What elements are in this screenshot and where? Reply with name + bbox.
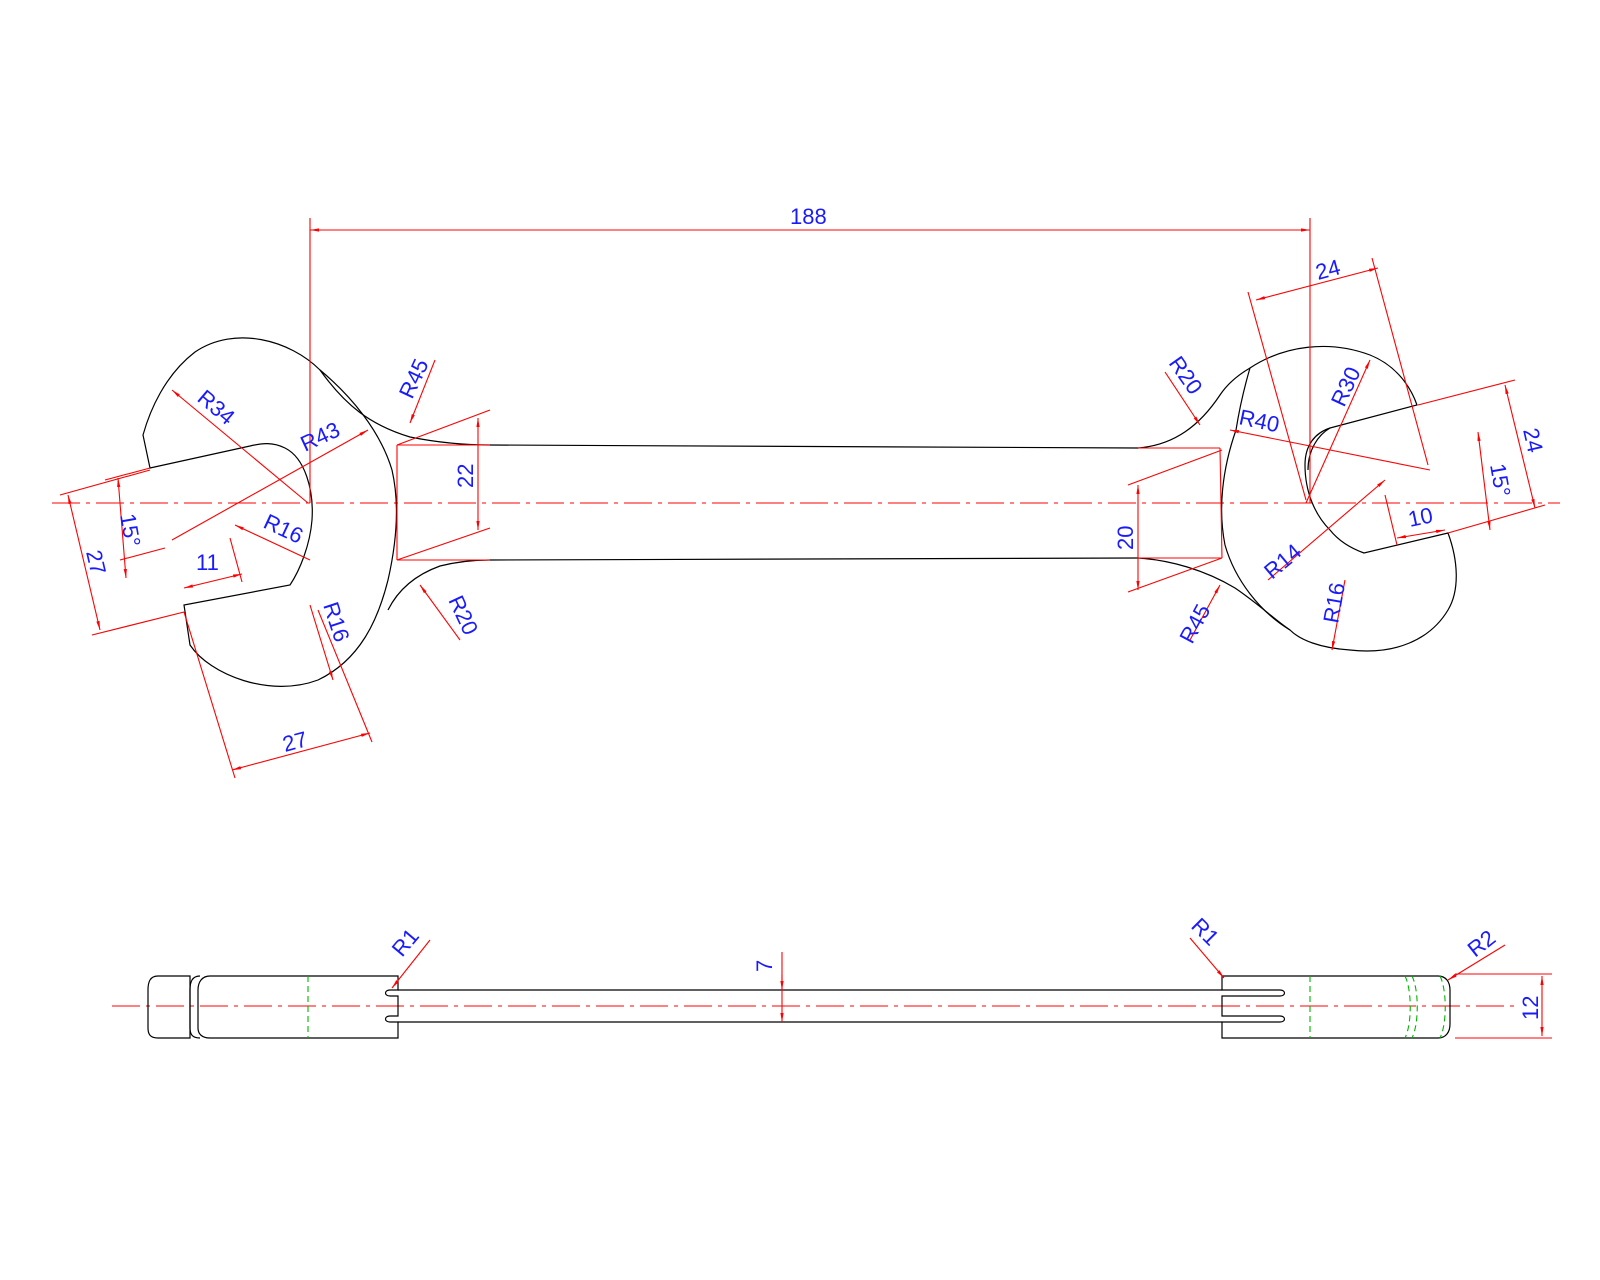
left-neck-top-fillet [319, 369, 491, 446]
right-h24-ext-a [1417, 379, 1516, 406]
side-r1-right-leader [1189, 937, 1225, 979]
left-r43-leader [171, 429, 369, 541]
dim-20-ext-bottom [1127, 557, 1223, 593]
side-left-head-mid [189, 975, 201, 1039]
left-27v-line [67, 494, 101, 631]
right-r16-text: R16 [1318, 581, 1350, 625]
left-27v-ext-top [59, 469, 151, 496]
left-r16-leader [234, 524, 311, 561]
left-r34-leader [171, 389, 309, 504]
right-h24-text: 24 [1518, 426, 1548, 455]
side-right-head [1221, 975, 1451, 1039]
handle-bottom-edge [489, 557, 1139, 561]
right-r45-text: R45 [1174, 600, 1215, 647]
left-11-text: 11 [196, 550, 219, 575]
right-r14-leader [1267, 479, 1386, 581]
side-r2-text: R2 [1463, 925, 1501, 962]
side-r1-left-leader [391, 939, 431, 989]
left-r34-text: R34 [193, 385, 240, 430]
left-r43-text: R43 [297, 417, 344, 457]
left-neck-bottom-fillet [387, 559, 491, 611]
right-neck-rect-right [1219, 447, 1223, 559]
right-24-ext-a [1247, 291, 1307, 501]
left-r45-leader [409, 359, 436, 424]
right-15-line [1477, 431, 1491, 531]
right-10-line [1396, 529, 1446, 539]
right-neck-top-fillet [1137, 367, 1251, 449]
left-27v-ext-bottom [91, 611, 185, 636]
left-15-ext [104, 467, 151, 481]
left-15-ext2 [119, 547, 166, 561]
right-15-text: 15° [1485, 462, 1515, 499]
left-11-line [183, 573, 243, 589]
left-r20-text: R20 [443, 592, 483, 639]
left-jaw-outline [142, 337, 397, 687]
right-r45-leader [1189, 584, 1221, 641]
right-r14-text: R14 [1259, 539, 1306, 584]
left-27-text: 27 [280, 726, 310, 756]
side-right-hidden-b [1404, 975, 1411, 1039]
right-24-line [1255, 267, 1379, 301]
right-r20-text: R20 [1164, 352, 1208, 399]
dim-188-text: 188 [790, 204, 827, 229]
right-24-text: 24 [1313, 254, 1343, 284]
side-right-hidden-d [1439, 975, 1446, 1039]
left-r16b-leader [309, 604, 334, 681]
right-h24-line [1504, 384, 1536, 509]
left-r16-text: R16 [260, 509, 307, 549]
right-r40-leader [1229, 429, 1431, 471]
right-r16-leader [1331, 579, 1346, 651]
left-r20-leader [419, 584, 461, 641]
side-right-hidden-c [1411, 975, 1418, 1039]
right-10-text: 10 [1406, 502, 1435, 532]
left-27-line [231, 732, 371, 771]
right-jaw-inner-arc [1307, 427, 1331, 471]
handle-top-edge [489, 444, 1139, 449]
side-7-text: 7 [752, 960, 777, 972]
right-24-ext-b [1371, 257, 1429, 466]
left-27-ext-b [317, 609, 373, 743]
side-left-head-main [197, 975, 399, 1039]
side-left-head-outer [147, 975, 191, 1039]
right-r30-leader [1305, 359, 1371, 504]
left-15-arc [117, 477, 127, 579]
dim-22-ext-bottom [396, 527, 491, 561]
right-jaw-outline [1221, 345, 1457, 652]
side-r1-right-text: R1 [1186, 913, 1224, 951]
dim-20-text: 20 [1113, 526, 1138, 550]
side-12-text: 12 [1518, 996, 1543, 1020]
right-r30-text: R30 [1326, 363, 1366, 410]
left-r16b-text: R16 [318, 599, 354, 645]
left-27v-text: 27 [81, 548, 111, 577]
right-h24-ext-b [1447, 504, 1546, 534]
right-10-ext [1384, 494, 1398, 546]
left-27-ext-a [183, 611, 236, 779]
dim-20-ext-top [1127, 449, 1223, 486]
right-r20-leader [1164, 371, 1201, 426]
dim-22-ext-top [396, 409, 491, 446]
front-view: 188 22 20 R34 R43 R16 R45 R20 R16 15° [52, 204, 1560, 779]
dim-22-text: 22 [453, 464, 478, 488]
side-view: R1 R1 R2 7 12 [112, 913, 1552, 1039]
left-15-text: 15° [115, 512, 145, 549]
right-neck-bottom-fillet [1137, 557, 1291, 631]
